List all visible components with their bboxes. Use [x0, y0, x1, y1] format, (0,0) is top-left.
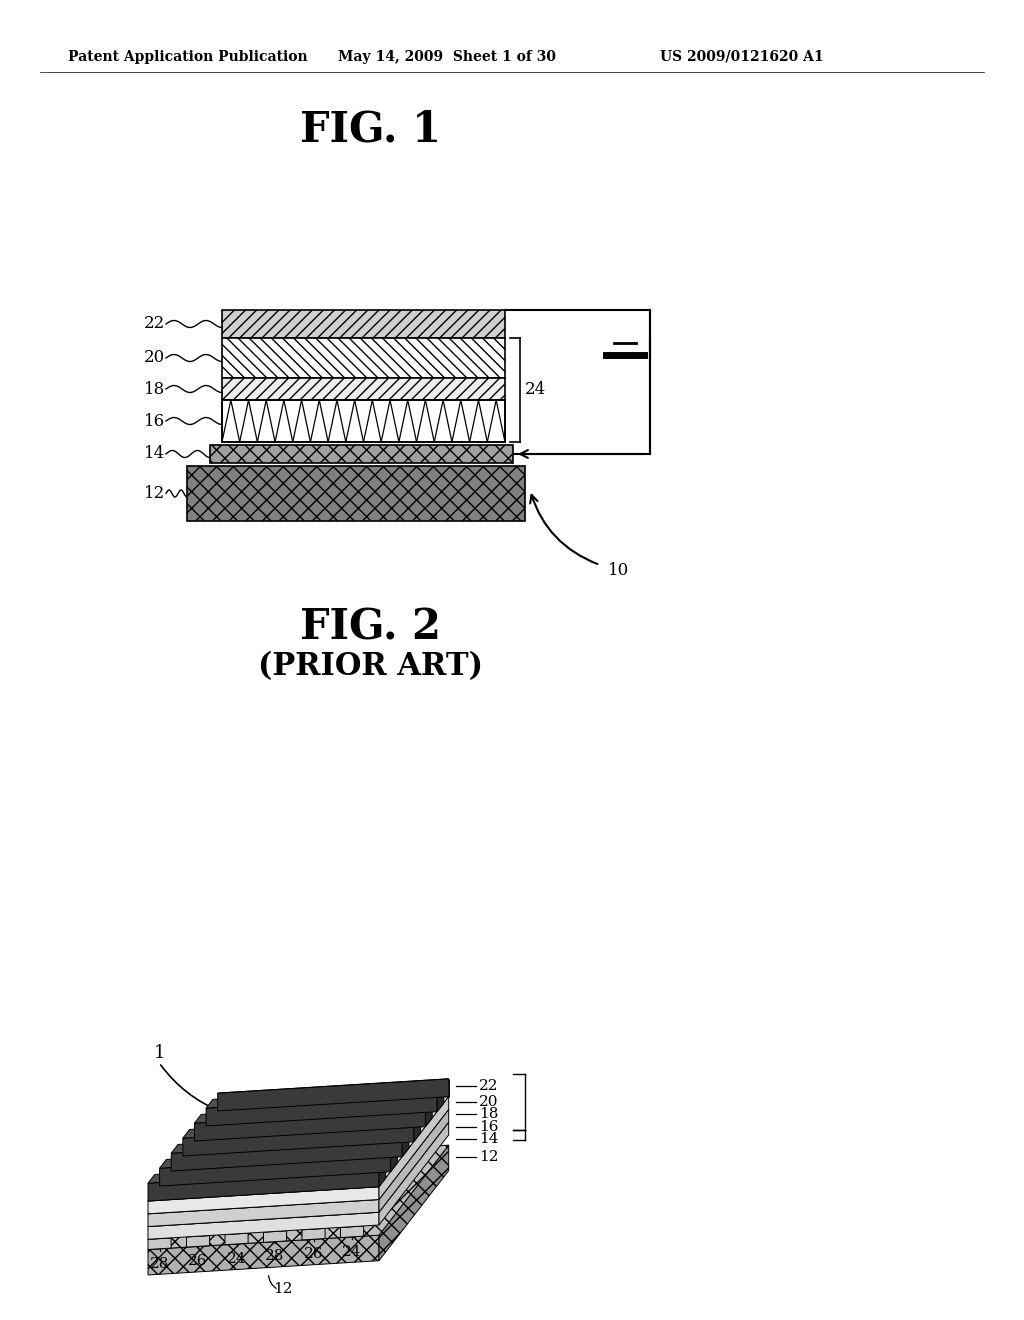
Polygon shape: [206, 1094, 437, 1126]
Text: Patent Application Publication: Patent Application Publication: [68, 50, 307, 63]
Polygon shape: [379, 1160, 386, 1187]
Text: (PRIOR ART): (PRIOR ART): [257, 651, 482, 682]
Polygon shape: [195, 1100, 432, 1123]
Polygon shape: [341, 1226, 364, 1238]
Polygon shape: [379, 1144, 449, 1261]
Text: 20: 20: [143, 350, 165, 367]
Polygon shape: [171, 1130, 409, 1154]
Polygon shape: [148, 1236, 379, 1275]
Text: 12: 12: [273, 1282, 293, 1296]
Polygon shape: [341, 1135, 433, 1228]
Polygon shape: [302, 1138, 395, 1230]
Text: 12: 12: [479, 1150, 499, 1163]
Polygon shape: [379, 1122, 449, 1225]
Text: 28: 28: [150, 1257, 169, 1271]
Polygon shape: [425, 1100, 432, 1127]
Polygon shape: [148, 1122, 449, 1226]
Polygon shape: [186, 1236, 210, 1247]
Polygon shape: [225, 1233, 248, 1245]
Text: 16: 16: [144, 412, 165, 429]
Bar: [222, 310, 505, 338]
Polygon shape: [148, 1109, 449, 1214]
Text: 26: 26: [304, 1247, 324, 1261]
Text: 18: 18: [479, 1107, 498, 1122]
Polygon shape: [148, 1144, 449, 1250]
Bar: [222, 400, 505, 442]
Bar: [222, 378, 505, 400]
Polygon shape: [160, 1146, 397, 1168]
Text: 12: 12: [143, 484, 165, 502]
Polygon shape: [186, 1146, 280, 1237]
Polygon shape: [171, 1139, 402, 1171]
Text: 24: 24: [525, 381, 546, 399]
Polygon shape: [148, 1170, 379, 1201]
Text: 20: 20: [479, 1094, 499, 1109]
Polygon shape: [148, 1212, 379, 1239]
Polygon shape: [195, 1109, 425, 1140]
Polygon shape: [160, 1154, 390, 1187]
Text: FIG. 1: FIG. 1: [299, 108, 440, 150]
Text: US 2009/0121620 A1: US 2009/0121620 A1: [660, 50, 823, 63]
Text: 24: 24: [226, 1251, 247, 1266]
Polygon shape: [379, 1097, 449, 1200]
Text: 10: 10: [608, 562, 630, 579]
Text: 18: 18: [143, 380, 165, 397]
Text: May 14, 2009  Sheet 1 of 30: May 14, 2009 Sheet 1 of 30: [338, 50, 556, 63]
Text: FIG. 2: FIG. 2: [299, 607, 440, 649]
Polygon shape: [148, 1187, 379, 1214]
Polygon shape: [379, 1109, 449, 1212]
Polygon shape: [302, 1229, 325, 1239]
Polygon shape: [183, 1123, 414, 1156]
Polygon shape: [402, 1130, 409, 1156]
Text: 14: 14: [479, 1131, 499, 1146]
Polygon shape: [390, 1146, 397, 1172]
Polygon shape: [148, 1160, 386, 1183]
Polygon shape: [218, 1078, 449, 1093]
Bar: [222, 338, 505, 378]
Polygon shape: [148, 1238, 171, 1250]
Polygon shape: [225, 1143, 317, 1234]
Text: 28: 28: [265, 1250, 285, 1263]
Polygon shape: [183, 1115, 421, 1138]
Text: 22: 22: [143, 315, 165, 333]
Text: 26: 26: [188, 1254, 208, 1269]
Polygon shape: [263, 1140, 356, 1232]
Polygon shape: [263, 1230, 287, 1242]
Bar: [187, 466, 525, 521]
Text: 22: 22: [479, 1080, 499, 1093]
Text: 16: 16: [479, 1121, 499, 1134]
Text: 24: 24: [342, 1245, 361, 1259]
Text: 14: 14: [143, 446, 165, 462]
Text: 1: 1: [154, 1044, 166, 1061]
Polygon shape: [148, 1200, 379, 1226]
Polygon shape: [414, 1115, 421, 1142]
Polygon shape: [437, 1085, 443, 1111]
Polygon shape: [148, 1148, 241, 1239]
Polygon shape: [218, 1078, 449, 1111]
Bar: [222, 400, 505, 442]
Polygon shape: [206, 1085, 443, 1107]
Bar: [210, 445, 513, 463]
Polygon shape: [148, 1097, 449, 1201]
